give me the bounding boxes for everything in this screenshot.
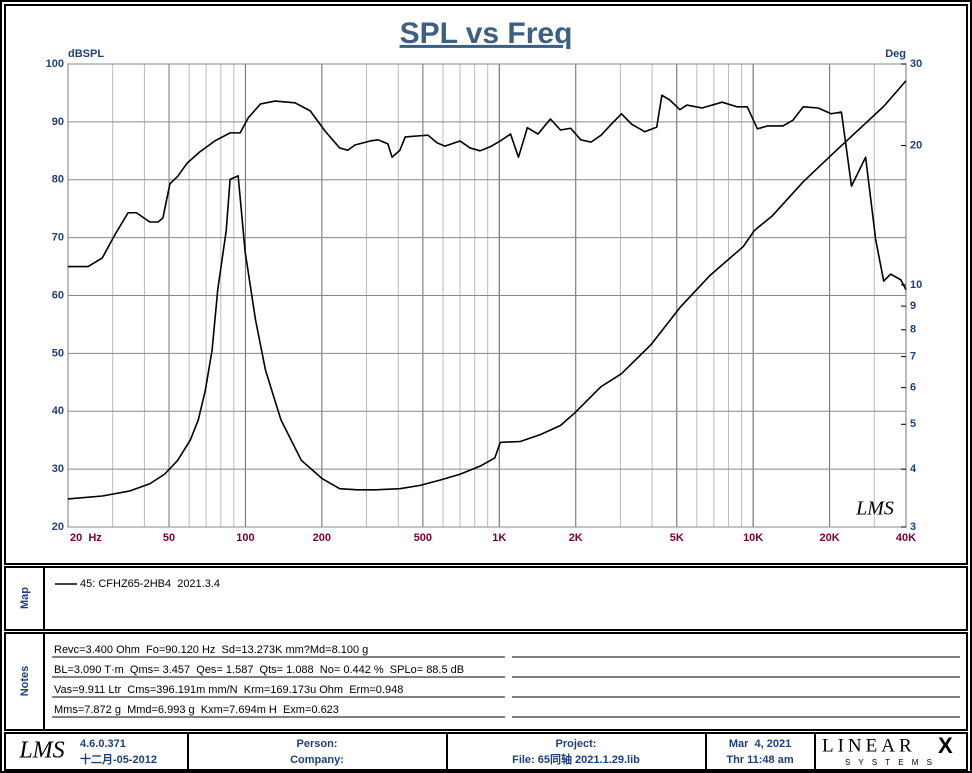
y-tick-label: 30 (52, 463, 64, 475)
y-tick-label: 100 (46, 58, 64, 70)
footer-logo: LMS (18, 738, 64, 764)
version: 4.6.0.371 (80, 738, 126, 750)
x-tick-label: 200 (313, 532, 331, 544)
y-tick-label: 50 (52, 347, 64, 359)
footer-panel (4, 732, 968, 771)
watermark: LMS (855, 498, 894, 520)
y2-tick-label: 20 (910, 139, 922, 151)
map-panel (4, 566, 968, 631)
note-line: BL=3.090 T·m Qms= 3.457 Qes= 1.587 Qts= … (54, 664, 464, 676)
x-tick-label: 100 (236, 532, 254, 544)
y-tick-label: 90 (52, 116, 64, 128)
x-tick-label: 1K (492, 532, 506, 544)
legend-entry: 45: CFHZ65-2HB4 2021.3.4 (80, 578, 220, 590)
x-tick-label: 500 (414, 532, 432, 544)
brand-x: X (938, 733, 953, 758)
x-tick-label: 2K (569, 532, 583, 544)
y-tick-label: 70 (52, 232, 64, 244)
data-line (67, 80, 907, 500)
y2-tick-label: 5 (910, 418, 916, 430)
x-tick-label: 20K (819, 532, 839, 544)
y2-tick-label: 9 (910, 300, 916, 312)
note-line: Revc=3.400 Ohm Fo=90.120 Hz Sd=13.273K m… (54, 644, 368, 656)
y-axis-label: dBSPL (68, 48, 104, 60)
date: Mar 4, 2021 (729, 738, 791, 750)
x-tick-label: 5K (670, 532, 684, 544)
x-tick-label: 20 Hz (70, 532, 102, 544)
brand: LINEAR (822, 735, 916, 756)
notes-panel (4, 632, 968, 731)
file: File: 65同轴 2021.1.29.lib (512, 752, 640, 766)
y2-tick-label: 7 (910, 351, 916, 363)
map-label: Map (19, 587, 31, 609)
x-tick-label: 10K (743, 532, 763, 544)
build-date: 十二月-05-2012 (80, 752, 157, 766)
y2-tick-label: 8 (910, 324, 916, 336)
y2-tick-label: 10 (910, 279, 922, 291)
y2-tick-label: 4 (910, 463, 917, 475)
y-tick-label: 80 (52, 174, 64, 186)
y-tick-label: 20 (52, 521, 64, 533)
y2-tick-label: 30 (910, 58, 922, 70)
x-tick-label: 40K (896, 532, 916, 544)
y-tick-label: 60 (52, 289, 64, 301)
time: Thr 11:48 am (726, 754, 793, 766)
x-tick-label: 50 (163, 532, 175, 544)
project: Project: (556, 738, 597, 750)
brand-sub: S Y S T E M S (845, 758, 935, 767)
person: Person: (297, 738, 338, 750)
y2-axis-label: Deg (885, 48, 906, 60)
note-line: Vas=9.911 Ltr Cms=396.191m mm/N Krm=169.… (54, 684, 403, 696)
chart-title: SPL vs Freq (400, 17, 573, 50)
y-tick-label: 40 (52, 405, 64, 417)
y2-tick-label: 6 (910, 382, 916, 394)
y2-tick-label: 3 (910, 521, 916, 533)
notes-label: Notes (19, 666, 31, 697)
note-line: Mms=7.872 g Mmd=6.993 g Kxm=7.694m H Exm… (54, 704, 339, 716)
company: Company: (290, 754, 344, 766)
data-line (68, 94, 907, 291)
